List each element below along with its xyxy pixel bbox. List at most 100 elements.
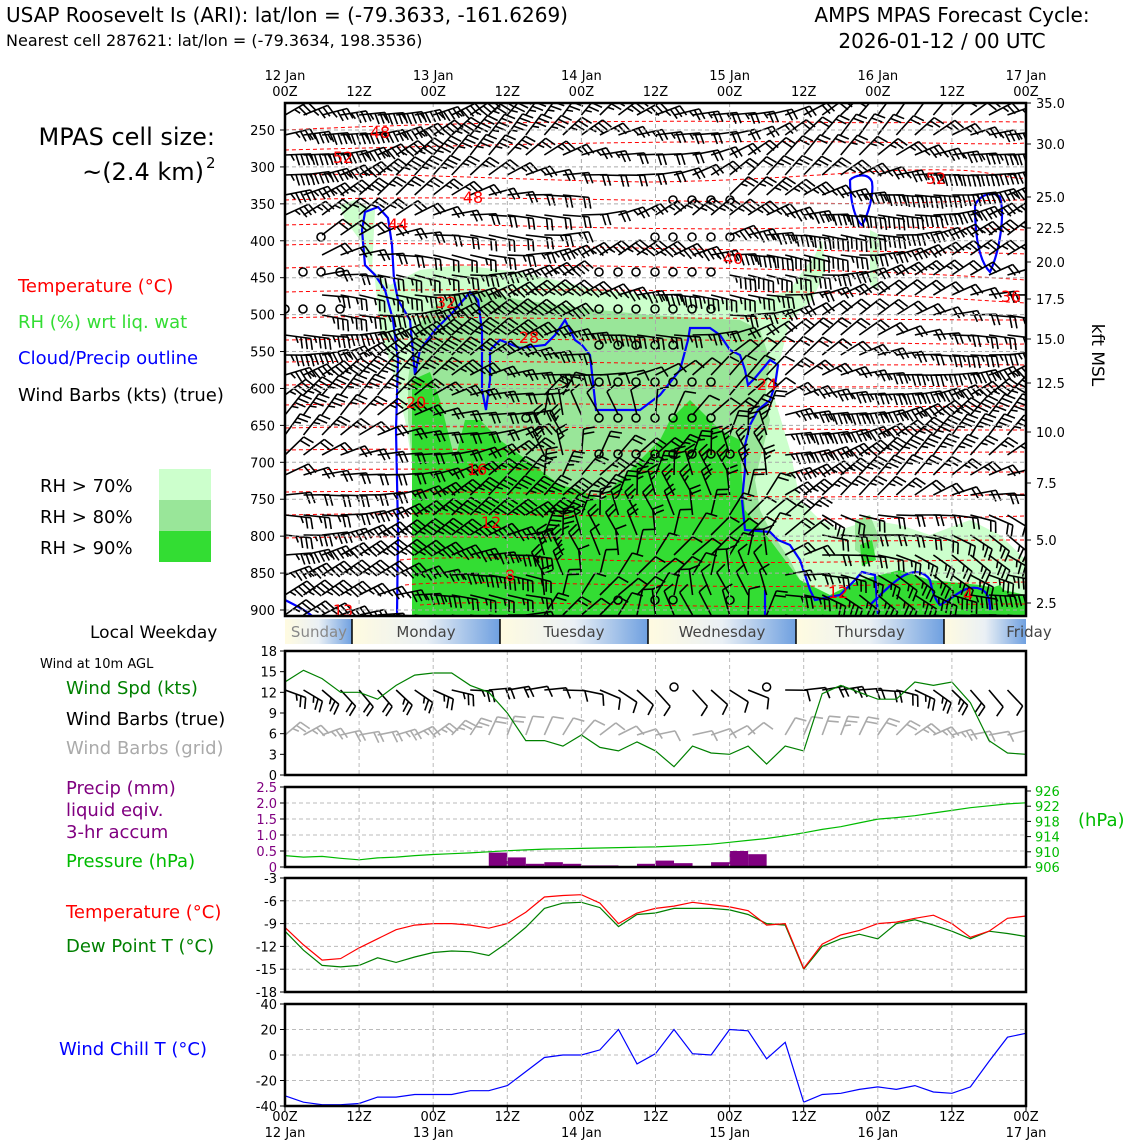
- wind-barb: [395, 176, 425, 196]
- wind-barb: [395, 294, 424, 312]
- temperature-contour-label: 12: [828, 583, 848, 602]
- bottom-axis-date: 17 Jan: [1006, 1126, 1047, 1140]
- wind-barb: [321, 531, 353, 545]
- kft-tick-label: 22.5: [1036, 222, 1065, 237]
- wind-barb: [587, 503, 601, 536]
- wind-barb: [895, 434, 925, 456]
- wind-barb: [577, 544, 590, 576]
- weekday-name: Tuesday: [542, 623, 604, 641]
- calm-wind-circle: [594, 267, 604, 277]
- wind-barb: [970, 261, 1002, 276]
- precip-bar: [525, 863, 545, 867]
- wind-barb: [1025, 166, 1026, 176]
- surface-wind-barb-true: [785, 689, 811, 702]
- pressure-label: Pressure (hPa): [66, 851, 195, 872]
- wind-barb: [395, 519, 427, 537]
- wind-barb: [1025, 574, 1026, 578]
- wind-barb: [729, 142, 762, 156]
- pressure-tick-label: 350: [250, 198, 275, 213]
- wind-barb: [970, 354, 1000, 368]
- wind-barb: [710, 355, 740, 376]
- calm-wind-circle: [594, 413, 604, 423]
- wind-barb: [822, 254, 850, 272]
- wind-barb: [932, 414, 962, 436]
- wind-barb: [896, 554, 922, 576]
- wind-barb: [303, 579, 335, 597]
- y-tick-label: 1.5: [256, 813, 277, 828]
- wind-barb: [562, 353, 594, 366]
- wind-barb: [414, 137, 445, 156]
- wind-barb: [414, 108, 447, 124]
- wind-barb: [396, 254, 426, 269]
- pressure-tick-label: 600: [250, 382, 275, 397]
- wind-barb: [544, 194, 574, 208]
- wind-barb: [933, 306, 966, 319]
- wind-barb: [840, 317, 871, 336]
- calm-wind-circle: [668, 595, 678, 605]
- wind-barb: [840, 298, 871, 316]
- wind-barb: [785, 594, 814, 609]
- surface-wind-barb-grid: [340, 729, 367, 743]
- bottom-axis-hour: 12Z: [791, 1110, 817, 1125]
- wind-barb: [636, 556, 666, 576]
- wind-barb: [914, 433, 942, 456]
- wind-barb: [377, 176, 407, 196]
- wind-barb: [302, 393, 330, 416]
- surface-wind-barb-grid: [506, 715, 526, 736]
- wind-barb: [543, 140, 576, 156]
- surface-wind-barb-grid: [802, 715, 824, 736]
- wind-barb: [914, 416, 945, 436]
- wind-barb: [377, 506, 410, 521]
- kft-tick-label: 30.0: [1036, 138, 1065, 153]
- wind-barb: [562, 596, 592, 616]
- legend-wind-barbs: Wind Barbs (kts) (true): [18, 385, 224, 406]
- calm-wind-circle: [613, 413, 623, 423]
- wind-barb: [969, 434, 999, 456]
- surface-wind-barb-grid: [840, 715, 860, 736]
- wind-barb: [1025, 151, 1026, 156]
- wind-barb: [488, 443, 521, 456]
- y-tick-label: 6: [269, 728, 277, 743]
- wind-barb: [933, 226, 965, 241]
- wind-barb: [506, 281, 539, 299]
- wind-barb: [914, 534, 943, 551]
- weekday-name: Sunday: [291, 623, 347, 641]
- wind-barb: [414, 429, 446, 443]
- y-tick-label: 9: [269, 707, 277, 722]
- wind-barb: [784, 135, 814, 156]
- surface-wind-barb-true: [285, 689, 307, 709]
- wind-barb: [395, 337, 426, 356]
- wind-barb: [840, 365, 873, 379]
- wind-barb: [636, 588, 654, 616]
- precip-bar: [674, 863, 693, 867]
- wind-barb: [747, 323, 780, 336]
- wind-barb: [432, 517, 463, 536]
- weekday-band: [285, 619, 352, 644]
- wind-barb: [618, 334, 647, 349]
- wind-barb: [840, 475, 870, 496]
- weekday-name: Thursday: [834, 623, 905, 641]
- kft-tick-label: 20.0: [1036, 256, 1065, 271]
- wind-barb: [877, 409, 910, 424]
- wind-barb: [728, 354, 758, 376]
- wind-barb: [728, 374, 758, 396]
- top-axis-date: 12 Jan: [265, 69, 306, 84]
- wind-barb: [951, 397, 982, 416]
- wind-barb: [525, 594, 554, 611]
- wind-barb: [433, 274, 460, 293]
- calm-wind-circle: [631, 340, 641, 350]
- wind-barb: [414, 155, 443, 176]
- wind-barb: [951, 259, 983, 276]
- y-tick-label: 18: [260, 645, 277, 660]
- wind-barb: [969, 412, 997, 436]
- wind-barb: [692, 294, 720, 312]
- wind-barb: [285, 334, 314, 350]
- top-axis-date: 15 Jan: [709, 69, 750, 84]
- y-tick-label: 914: [1035, 831, 1060, 846]
- wind-barb: [377, 294, 404, 313]
- wind-barb: [358, 395, 388, 416]
- panel-frame: [283, 876, 1028, 994]
- wind-barb: [896, 194, 926, 209]
- wind-barb: [562, 214, 592, 229]
- surface-wind-barb-grid: [358, 730, 385, 744]
